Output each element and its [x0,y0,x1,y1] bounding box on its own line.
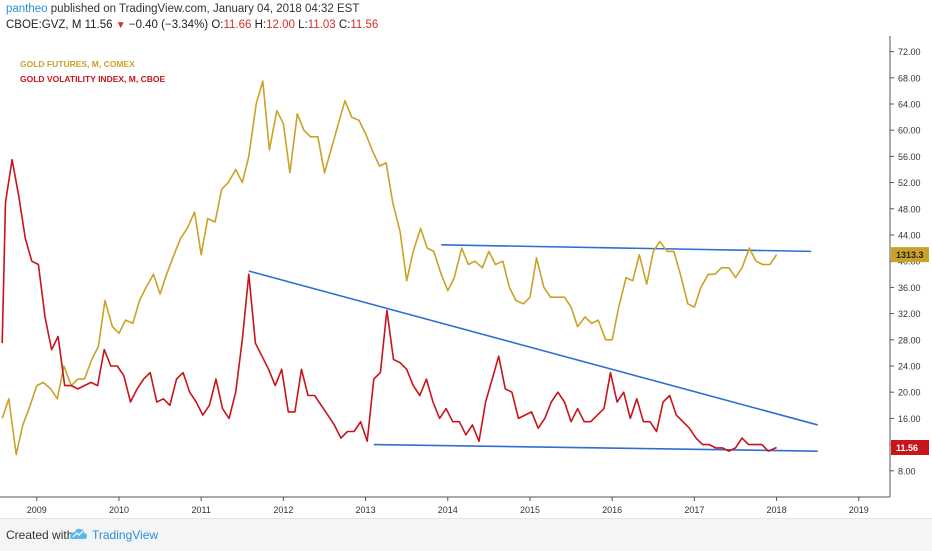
close-label: C: [338,19,351,31]
close-value: 11.56 [350,19,379,31]
trendline [373,443,818,452]
y-tick-label: 68.00 [898,73,921,83]
x-tick-label: 2016 [602,505,622,515]
tradingview-logo-icon[interactable] [68,527,88,541]
symbol-ohlc-line: CBOE:GVZ, M 11.56 ▼ −0.40 (−3.34%) O:11.… [6,19,378,31]
y-tick-label: 24.00 [898,362,921,372]
last-value-label: 11.56 [896,443,918,453]
footer: Created with TradingView [0,518,932,551]
open-label: O: [211,19,224,31]
x-tick-label: 2011 [191,505,210,515]
x-tick-label: 2019 [849,505,869,515]
published-text: published on TradingView.com, January 04… [47,3,360,15]
y-tick-label: 44.00 [898,231,921,241]
x-tick-label: 2015 [520,505,540,515]
last-value-labels: 1313.3 11.56 [891,247,929,455]
x-tick-label: 2017 [684,505,704,515]
tradingview-brand-link[interactable]: TradingView [92,528,159,542]
legend-gold-volatility: GOLD VOLATILITY INDEX, M, CBOE [20,74,165,84]
chart-area[interactable]: 8.0012.0016.0020.0024.0028.0032.0036.004… [0,36,932,518]
y-tick-label: 48.00 [898,204,921,214]
high-label: H: [254,19,267,31]
x-tick-label: 2010 [109,505,129,515]
trendlines [248,244,818,452]
y-tick-label: 60.00 [898,126,921,136]
last-value-label: 1313.3 [896,250,924,260]
symbol-name: CBOE:GVZ, M [6,19,82,31]
publisher-name[interactable]: pantheo [6,3,48,15]
x-tick-label: 2018 [767,505,787,515]
price-change: −0.40 (−3.34%) [128,19,209,31]
low-label: L: [298,19,308,31]
x-tick-label: 2014 [438,505,458,515]
low-value: 11.03 [307,19,336,31]
high-value: 12.00 [266,19,295,31]
open-value: 11.66 [223,19,252,31]
legend-gold-futures: GOLD FUTURES, M, COMEX [20,59,135,69]
chart-header: pantheo published on TradingView.com, Ja… [0,0,932,36]
y-tick-label: 36.00 [898,283,921,293]
trendline [248,270,818,426]
series-line-gold-futures [1,80,778,456]
y-tick-label: 56.00 [898,152,921,162]
x-axis-ticks: 2009 2010 2011 2012 2013 2014 2015 2016 2017 2018… [27,497,869,515]
legend: GOLD FUTURES, M, COMEX GOLD VOLATILITY I… [20,59,165,84]
x-tick-label: 2013 [356,505,376,515]
y-tick-label: 28.00 [898,335,921,345]
down-arrow-icon: ▼ [115,20,126,31]
y-tick-label: 64.00 [898,100,921,110]
x-tick-label: 2009 [27,505,47,515]
y-tick-label: 16.00 [898,414,921,424]
x-tick-label: 2012 [273,505,293,515]
last-value-tag [891,247,929,263]
created-with-text: Created with [6,528,74,542]
last-price: 11.56 [84,19,113,31]
last-value-tag [891,439,929,455]
publish-info: pantheo published on TradingView.com, Ja… [6,3,359,15]
y-tick-label: 32.00 [898,309,921,319]
series-line-gold-volatility [1,158,777,452]
y-tick-label: 8.00 [898,466,916,476]
y-tick-label: 52.00 [898,178,921,188]
trendline [441,244,812,253]
series-lines [1,80,778,456]
y-tick-label: 72.00 [898,47,921,57]
y-tick-label: 20.00 [898,388,921,398]
